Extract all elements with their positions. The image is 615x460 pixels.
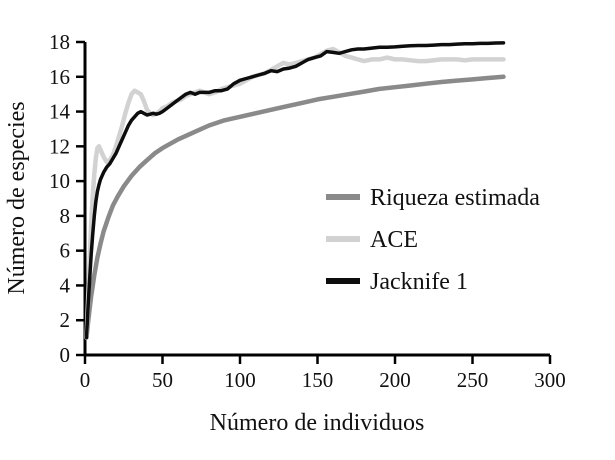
legend-label-ace: ACE <box>370 227 418 253</box>
y-tick-label: 6 <box>60 239 71 263</box>
chart-dynamic-layer: 0 50 100 150 200 250 300 0 2 4 6 8 10 12 14 16 18 <box>49 30 566 392</box>
x-tick-label: 300 <box>534 368 566 392</box>
y-tick-label: 12 <box>49 134 70 158</box>
y-tick-label: 10 <box>49 169 70 193</box>
x-tick-label: 0 <box>80 368 91 392</box>
y-tick-label: 2 <box>60 308 71 332</box>
y-tick-label: 8 <box>60 204 71 228</box>
legend-label-riqueza-estimada: Riqueza estimada <box>370 185 540 211</box>
y-tick-label: 16 <box>49 65 70 89</box>
x-tick-label: 250 <box>457 368 489 392</box>
y-tick-label: 0 <box>60 343 71 367</box>
x-tick-label: 200 <box>379 368 411 392</box>
series-line-jacknife-1 <box>84 41 506 340</box>
x-tick-label: 50 <box>152 368 173 392</box>
y-axis-title: Número de especies <box>4 101 30 294</box>
x-axis-title: Número de individuos <box>210 410 425 436</box>
series-line-riqueza-estimada <box>84 74 506 340</box>
x-tick-label: 100 <box>224 368 256 392</box>
y-tick-label: 14 <box>49 100 71 124</box>
y-tick-label: 4 <box>60 273 71 297</box>
legend-label-jacknife-1: Jacknife 1 <box>370 269 468 295</box>
y-tick-label: 18 <box>49 30 70 54</box>
x-tick-label: 150 <box>302 368 334 392</box>
legend: Riqueza estimada ACE Jacknife 1 <box>326 185 540 295</box>
